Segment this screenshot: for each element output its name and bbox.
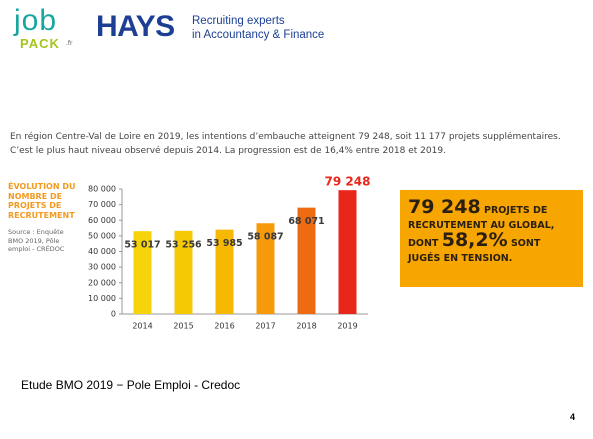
logo-job: job: [14, 4, 58, 37]
bar: [133, 231, 152, 314]
chart-title: ÉVOLUTION DU NOMBRE DE PROJETS DE RECRUT…: [8, 182, 76, 220]
highlight-percent: 58,2%: [441, 229, 508, 251]
y-tick-label: 30 000: [88, 263, 116, 272]
bar: [256, 223, 275, 314]
bar: [174, 230, 193, 314]
logo-pack: PACK: [20, 36, 60, 51]
y-tick-label: 60 000: [88, 216, 116, 225]
y-tick-label: 70 000: [88, 200, 116, 209]
x-tick-label: 2017: [255, 322, 275, 331]
logo-fr: .fr: [66, 40, 73, 47]
x-tick-label: 2015: [173, 322, 193, 331]
page-number: 4: [570, 412, 576, 422]
value-label: 53 256: [165, 239, 202, 250]
value-label: 68 071: [288, 216, 324, 227]
y-tick-label: 10 000: [88, 294, 116, 303]
chart-source: Source : Enquête BMO 2019, Pôle emploi -…: [8, 228, 65, 253]
x-tick-label: 2018: [296, 322, 316, 331]
highlight-value: 79 248: [408, 196, 481, 218]
y-tick-label: 20 000: [88, 278, 116, 287]
logo-hays: HAYS: [96, 10, 175, 43]
y-tick-label: 80 000: [88, 185, 116, 194]
bar: [297, 207, 316, 314]
highlight-box: 79 248 PROJETS DE RECRUTEMENT AU GLOBAL,…: [400, 190, 583, 287]
highlight-text: SONT JUGÉS EN TENSION.: [408, 238, 541, 264]
logo-tagline: in Accountancy & Finance: [192, 29, 325, 41]
value-label: 79 248: [325, 175, 371, 189]
y-tick-label: 0: [111, 310, 116, 319]
x-tick-label: 2019: [337, 322, 357, 331]
bar: [338, 190, 357, 314]
y-tick-label: 40 000: [88, 247, 116, 256]
logo-tagline: Recruiting experts: [192, 15, 285, 27]
footer: Etude BMO 2019 − Pole Emploi - Credoc: [21, 378, 241, 392]
value-label: 58 087: [247, 232, 283, 243]
value-label: 53 985: [206, 238, 242, 249]
bar: [215, 229, 234, 314]
highlight-text: PROJETS DE RECRUTEMENT AU GLOBAL, DONT: [408, 205, 555, 249]
intro-text: En région Centre-Val de Loire en 2019, l…: [10, 132, 561, 156]
x-tick-label: 2014: [132, 322, 152, 331]
y-tick-label: 50 000: [88, 231, 116, 240]
value-label: 53 017: [124, 240, 160, 251]
x-tick-label: 2016: [214, 322, 234, 331]
